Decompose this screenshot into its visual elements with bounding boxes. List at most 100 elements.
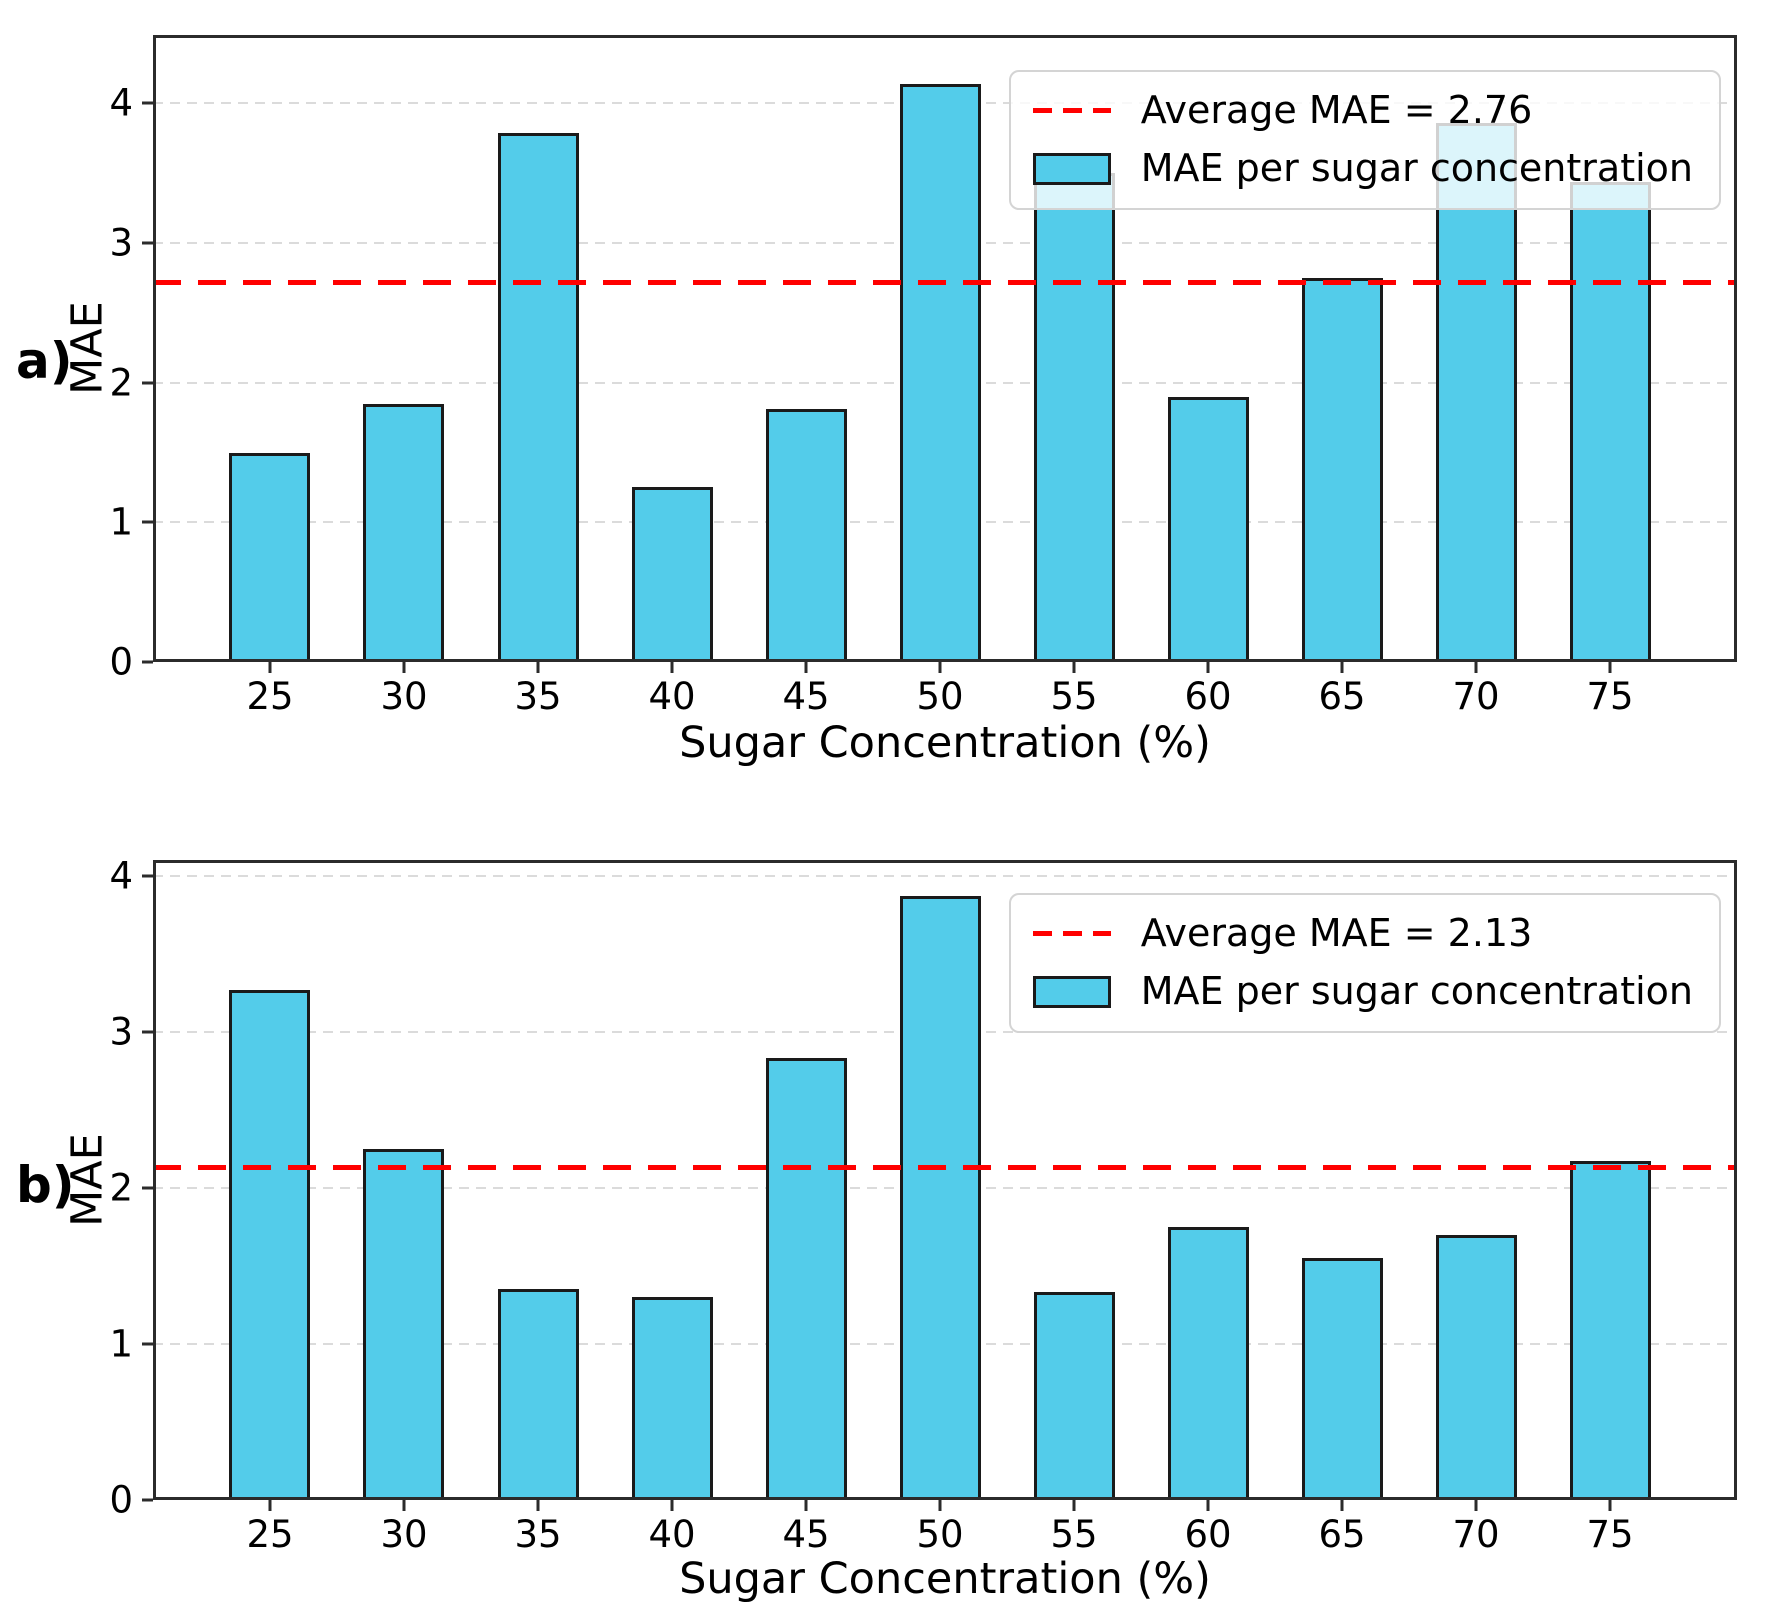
y-tick-mark bbox=[142, 101, 153, 105]
bar bbox=[631, 487, 713, 662]
bar-swatch bbox=[1032, 975, 1111, 1008]
x-tick-mark bbox=[804, 662, 808, 673]
bar bbox=[765, 409, 847, 662]
legend-row-average: Average MAE = 2.13 bbox=[1032, 912, 1693, 955]
x-tick-mark bbox=[804, 1500, 808, 1511]
bar bbox=[363, 403, 445, 662]
y-tick-mark bbox=[142, 520, 153, 524]
x-tick-label: 30 bbox=[380, 1513, 428, 1556]
x-tick-label: 40 bbox=[648, 1513, 696, 1556]
average-line-sample bbox=[1032, 931, 1111, 937]
y-tick-mark bbox=[142, 660, 153, 664]
x-tick-mark bbox=[938, 662, 942, 673]
x-tick-label: 65 bbox=[1318, 1513, 1366, 1556]
x-tick-label: 70 bbox=[1452, 1513, 1500, 1556]
bar bbox=[229, 989, 311, 1500]
bar bbox=[1435, 1234, 1517, 1500]
bar bbox=[1167, 396, 1249, 662]
bar bbox=[1569, 1161, 1651, 1500]
bar bbox=[899, 895, 981, 1500]
x-tick-label: 35 bbox=[514, 1513, 562, 1556]
x-axis-label-a: Sugar Concentration (%) bbox=[679, 718, 1211, 768]
y-tick-label: 2 bbox=[109, 361, 133, 405]
y-tick-label: 1 bbox=[109, 500, 133, 544]
x-tick-mark bbox=[1206, 1500, 1210, 1511]
gridline-y4 bbox=[153, 874, 1737, 877]
x-tick-mark bbox=[1340, 662, 1344, 673]
legend-row-average: Average MAE = 2.76 bbox=[1032, 88, 1693, 132]
panel-label-a: a) bbox=[16, 332, 73, 390]
x-tick-label: 70 bbox=[1452, 675, 1500, 718]
bar bbox=[229, 452, 311, 662]
x-tick-label: 25 bbox=[246, 1513, 294, 1556]
y-tick-label: 4 bbox=[109, 81, 133, 125]
bar bbox=[1167, 1226, 1249, 1500]
bar bbox=[899, 83, 981, 662]
legend-average-label: Average MAE = 2.76 bbox=[1140, 88, 1533, 132]
y-tick-mark bbox=[142, 381, 153, 385]
x-tick-mark bbox=[1206, 662, 1210, 673]
x-tick-label: 35 bbox=[514, 675, 562, 718]
x-tick-mark bbox=[938, 1500, 942, 1511]
x-tick-mark bbox=[536, 1500, 540, 1511]
x-tick-mark bbox=[268, 1500, 272, 1511]
x-tick-mark bbox=[268, 662, 272, 673]
y-tick-mark bbox=[142, 1030, 153, 1034]
x-tick-label: 75 bbox=[1586, 675, 1634, 718]
average-mae-line bbox=[153, 279, 1737, 285]
y-tick-label: 1 bbox=[109, 1322, 133, 1366]
y-tick-label: 0 bbox=[109, 640, 133, 684]
legend-row-series: MAE per sugar concentration bbox=[1032, 968, 1693, 1013]
y-tick-label: 3 bbox=[109, 221, 133, 265]
x-tick-label: 60 bbox=[1184, 1513, 1232, 1556]
bar bbox=[1301, 1258, 1383, 1500]
x-tick-label: 45 bbox=[782, 1513, 830, 1556]
bar bbox=[765, 1058, 847, 1500]
x-tick-label: 55 bbox=[1050, 675, 1098, 718]
x-tick-mark bbox=[402, 1500, 406, 1511]
legend-row-series: MAE per sugar concentration bbox=[1032, 145, 1693, 190]
y-tick-label: 4 bbox=[109, 854, 133, 898]
x-tick-label: 60 bbox=[1184, 675, 1232, 718]
x-tick-label: 55 bbox=[1050, 1513, 1098, 1556]
bar bbox=[1033, 173, 1115, 662]
y-tick-label: 2 bbox=[109, 1166, 133, 1210]
x-tick-mark bbox=[1072, 662, 1076, 673]
average-line-sample bbox=[1032, 108, 1111, 114]
x-tick-label: 75 bbox=[1586, 1513, 1634, 1556]
legend-series-label: MAE per sugar concentration bbox=[1140, 968, 1693, 1013]
x-tick-mark bbox=[1072, 1500, 1076, 1511]
average-mae-line bbox=[153, 1165, 1737, 1170]
bar bbox=[1569, 181, 1651, 662]
y-tick-label: 3 bbox=[109, 1010, 133, 1054]
bar bbox=[1435, 122, 1517, 662]
x-tick-mark bbox=[670, 662, 674, 673]
x-tick-mark bbox=[536, 662, 540, 673]
x-tick-mark bbox=[1608, 1500, 1612, 1511]
x-tick-label: 30 bbox=[380, 675, 428, 718]
y-tick-mark bbox=[142, 1342, 153, 1346]
bar-swatch bbox=[1032, 152, 1111, 185]
bar bbox=[1301, 277, 1383, 662]
x-tick-label: 45 bbox=[782, 675, 830, 718]
legend-series-label: MAE per sugar concentration bbox=[1140, 145, 1693, 190]
legend-a: Average MAE = 2.76 MAE per sugar concent… bbox=[1008, 70, 1721, 210]
x-tick-label: 25 bbox=[246, 675, 294, 718]
bar bbox=[497, 132, 579, 662]
x-tick-mark bbox=[1474, 662, 1478, 673]
bar bbox=[363, 1148, 445, 1500]
x-tick-mark bbox=[1340, 1500, 1344, 1511]
y-tick-mark bbox=[142, 1186, 153, 1190]
bar bbox=[631, 1297, 713, 1500]
y-tick-label: 0 bbox=[109, 1478, 133, 1522]
y-tick-mark bbox=[142, 241, 153, 245]
x-tick-mark bbox=[1608, 662, 1612, 673]
y-axis-label-a: MAE bbox=[62, 301, 113, 395]
y-tick-mark bbox=[142, 874, 153, 878]
bar bbox=[1033, 1292, 1115, 1500]
legend-b: Average MAE = 2.13 MAE per sugar concent… bbox=[1008, 893, 1721, 1033]
y-tick-mark bbox=[142, 1498, 153, 1502]
x-tick-mark bbox=[402, 662, 406, 673]
x-tick-label: 65 bbox=[1318, 675, 1366, 718]
